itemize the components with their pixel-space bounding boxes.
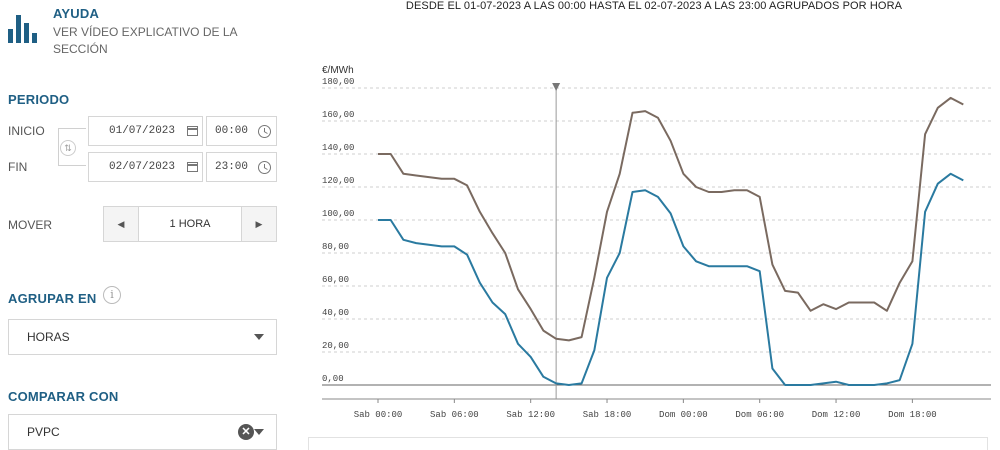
x-tick-label: Sab 06:00 (430, 410, 479, 420)
series-line-1 (378, 172, 964, 386)
fin-label: FIN (8, 160, 28, 174)
y-tick-label: 180,00 (322, 77, 354, 87)
x-tick-label: Sab 00:00 (354, 410, 403, 420)
fin-date-input[interactable]: 02/07/2023 (88, 152, 203, 182)
cursor-marker-icon (552, 83, 561, 91)
swap-dates-icon[interactable]: ⇅ (60, 140, 76, 156)
clock-icon[interactable] (258, 124, 271, 138)
y-tick-label: 80,00 (322, 242, 349, 252)
agrupar-title: AGRUPAR EN (8, 291, 97, 306)
y-axis-label: €/MWh (322, 65, 354, 76)
x-tick-label: Sab 18:00 (583, 410, 632, 420)
inicio-time-value: 00:00 (215, 125, 249, 137)
x-tick-label: Dom 06:00 (735, 410, 784, 420)
period-bracket (58, 128, 86, 166)
help-video-link[interactable]: VER VÍDEO EXPLICATIVO DE LA SECCIÓN (53, 25, 237, 56)
fin-time-input[interactable]: 23:00 (206, 152, 277, 182)
chart-title: DESDE EL 01-07-2023 A LAS 00:00 HASTA EL… (405, 0, 903, 12)
comparar-value: PVPC (27, 425, 60, 439)
y-tick-label: 20,00 (322, 341, 349, 351)
agrupar-value: HORAS (27, 330, 70, 344)
fin-date-value: 02/07/2023 (109, 161, 176, 173)
price-line-chart: €/MWh 0,00 20,00 40,00 60,00 80,00 100,00 120,0… (322, 65, 991, 420)
comparar-title: COMPARAR CON (8, 389, 119, 404)
y-tick-label: 120,00 (322, 176, 354, 186)
inicio-date-input[interactable]: 01/07/2023 (88, 116, 203, 146)
help-title[interactable]: AYUDA (53, 6, 100, 21)
mover-prev-button[interactable]: ◀ (117, 219, 125, 229)
y-tick-label: 60,00 (322, 275, 349, 285)
x-tick-label: Sab 12:00 (506, 410, 555, 420)
chevron-down-icon (254, 334, 264, 340)
y-tick-label: 160,00 (322, 110, 354, 120)
mover-value: 1 HORA (138, 207, 242, 241)
clock-icon[interactable] (258, 160, 271, 174)
y-tick-label: 100,00 (322, 209, 354, 219)
periodo-title: PERIODO (8, 92, 70, 107)
chevron-down-icon (254, 429, 264, 435)
x-tick-label: Dom 12:00 (812, 410, 861, 420)
x-tick-label: Dom 00:00 (659, 410, 708, 420)
y-tick-label: 40,00 (322, 308, 349, 318)
comparar-select[interactable]: PVPC ✕ (8, 414, 277, 450)
mover-label: MOVER (8, 218, 53, 232)
inicio-date-value: 01/07/2023 (109, 125, 176, 137)
agrupar-select[interactable]: HORAS (8, 319, 277, 355)
y-tick-label: 0,00 (322, 374, 344, 384)
bar-chart-icon (8, 11, 40, 43)
info-icon[interactable]: i (103, 286, 121, 304)
mover-next-button[interactable]: ▶ (255, 219, 263, 229)
clear-icon[interactable]: ✕ (238, 424, 254, 440)
fin-time-value: 23:00 (215, 161, 249, 173)
inicio-label: INICIO (8, 124, 45, 138)
bottom-panel (308, 437, 988, 450)
x-tick-label: Dom 18:00 (888, 410, 937, 420)
calendar-icon[interactable] (187, 126, 198, 136)
series-line-0 (378, 96, 964, 342)
sidebar: AYUDA VER VÍDEO EXPLICATIVO DE LA SECCIÓ… (0, 0, 285, 450)
inicio-time-input[interactable]: 00:00 (206, 116, 277, 146)
calendar-icon[interactable] (187, 162, 198, 172)
help-link[interactable]: AYUDA VER VÍDEO EXPLICATIVO DE LA SECCIÓ… (8, 6, 253, 58)
y-tick-label: 140,00 (322, 143, 354, 153)
mover-stepper: ◀ 1 HORA ▶ (103, 206, 277, 242)
